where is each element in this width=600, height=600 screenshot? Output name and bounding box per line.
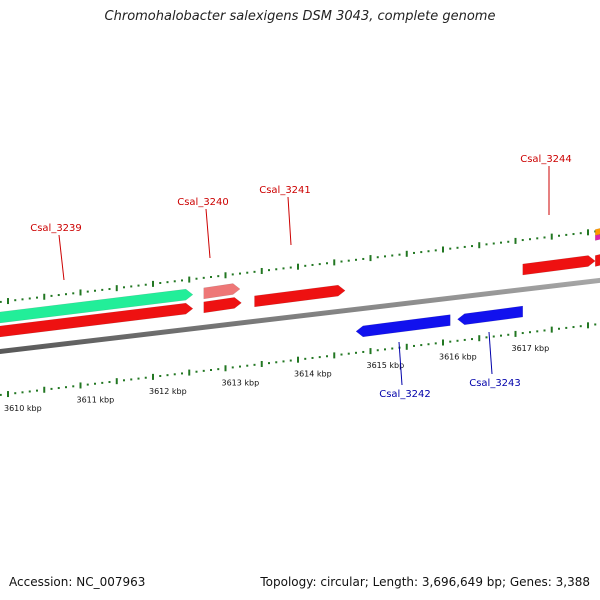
gene-labels: Csal_3239 Csal_3240 Csal_3241 Csal_3242 Csal… [30,154,572,400]
gene-label-csal-3241[interactable]: Csal_3241 [259,185,311,196]
genome-backbone [0,277,600,354]
scale-label: 3616 kbp [439,353,477,362]
gene-label-csal-3242[interactable]: Csal_3242 [379,389,431,400]
outer-tick-track [0,229,597,305]
scale-label: 3610 kbp [4,404,42,413]
gene-label-csal-3242-leader [398,341,403,386]
feature-arrow[interactable] [595,234,600,241]
gene-label-csal-3241-leader [287,196,292,246]
scale-label: 3611 kbp [77,395,115,404]
gene-label-csal-3240[interactable]: Csal_3240 [177,197,229,208]
gene-label-csal-3243-leader [488,331,493,375]
inner-scale-track: 3610 kbp 3611 kbp 3612 kbp 3613 kbp 3614 kbp… [0,322,597,413]
scale-label: 3617 kbp [512,344,550,353]
scale-label: 3612 kbp [149,387,187,396]
gene-features [0,228,600,338]
gene-label-csal-3244[interactable]: Csal_3244 [520,154,572,165]
gene-label-csal-3243[interactable]: Csal_3243 [469,378,521,389]
gene-label-csal-3240-leader [205,208,211,259]
feature-arrow[interactable] [203,283,241,300]
gene-arrow-csal-3241[interactable] [254,284,346,308]
backbone-bar [0,277,600,354]
gene-arrow-csal-3243[interactable] [457,305,523,326]
accession-text: Accession: NC_007963 [9,575,146,589]
gene-arrow-csal-3239[interactable] [0,302,194,338]
genome-title: Chromohalobacter salexigens DSM 3043, co… [104,9,496,24]
scale-label: 3615 kbp [367,361,405,370]
genome-stats-text: Topology: circular; Length: 3,696,649 bp… [260,575,590,589]
feature-arrow[interactable] [595,228,600,236]
feature-arrow[interactable] [595,254,600,267]
gene-arrow-csal-3240[interactable] [203,297,242,314]
scale-label: 3614 kbp [294,370,332,379]
gene-label-csal-3239-leader [58,234,65,281]
feature-arrow[interactable] [0,288,194,324]
gene-arrow-csal-3242[interactable] [355,314,451,338]
gene-label-csal-3239[interactable]: Csal_3239 [30,223,82,234]
scale-label: 3613 kbp [222,378,260,387]
gene-arrow-csal-3244[interactable] [522,255,596,276]
